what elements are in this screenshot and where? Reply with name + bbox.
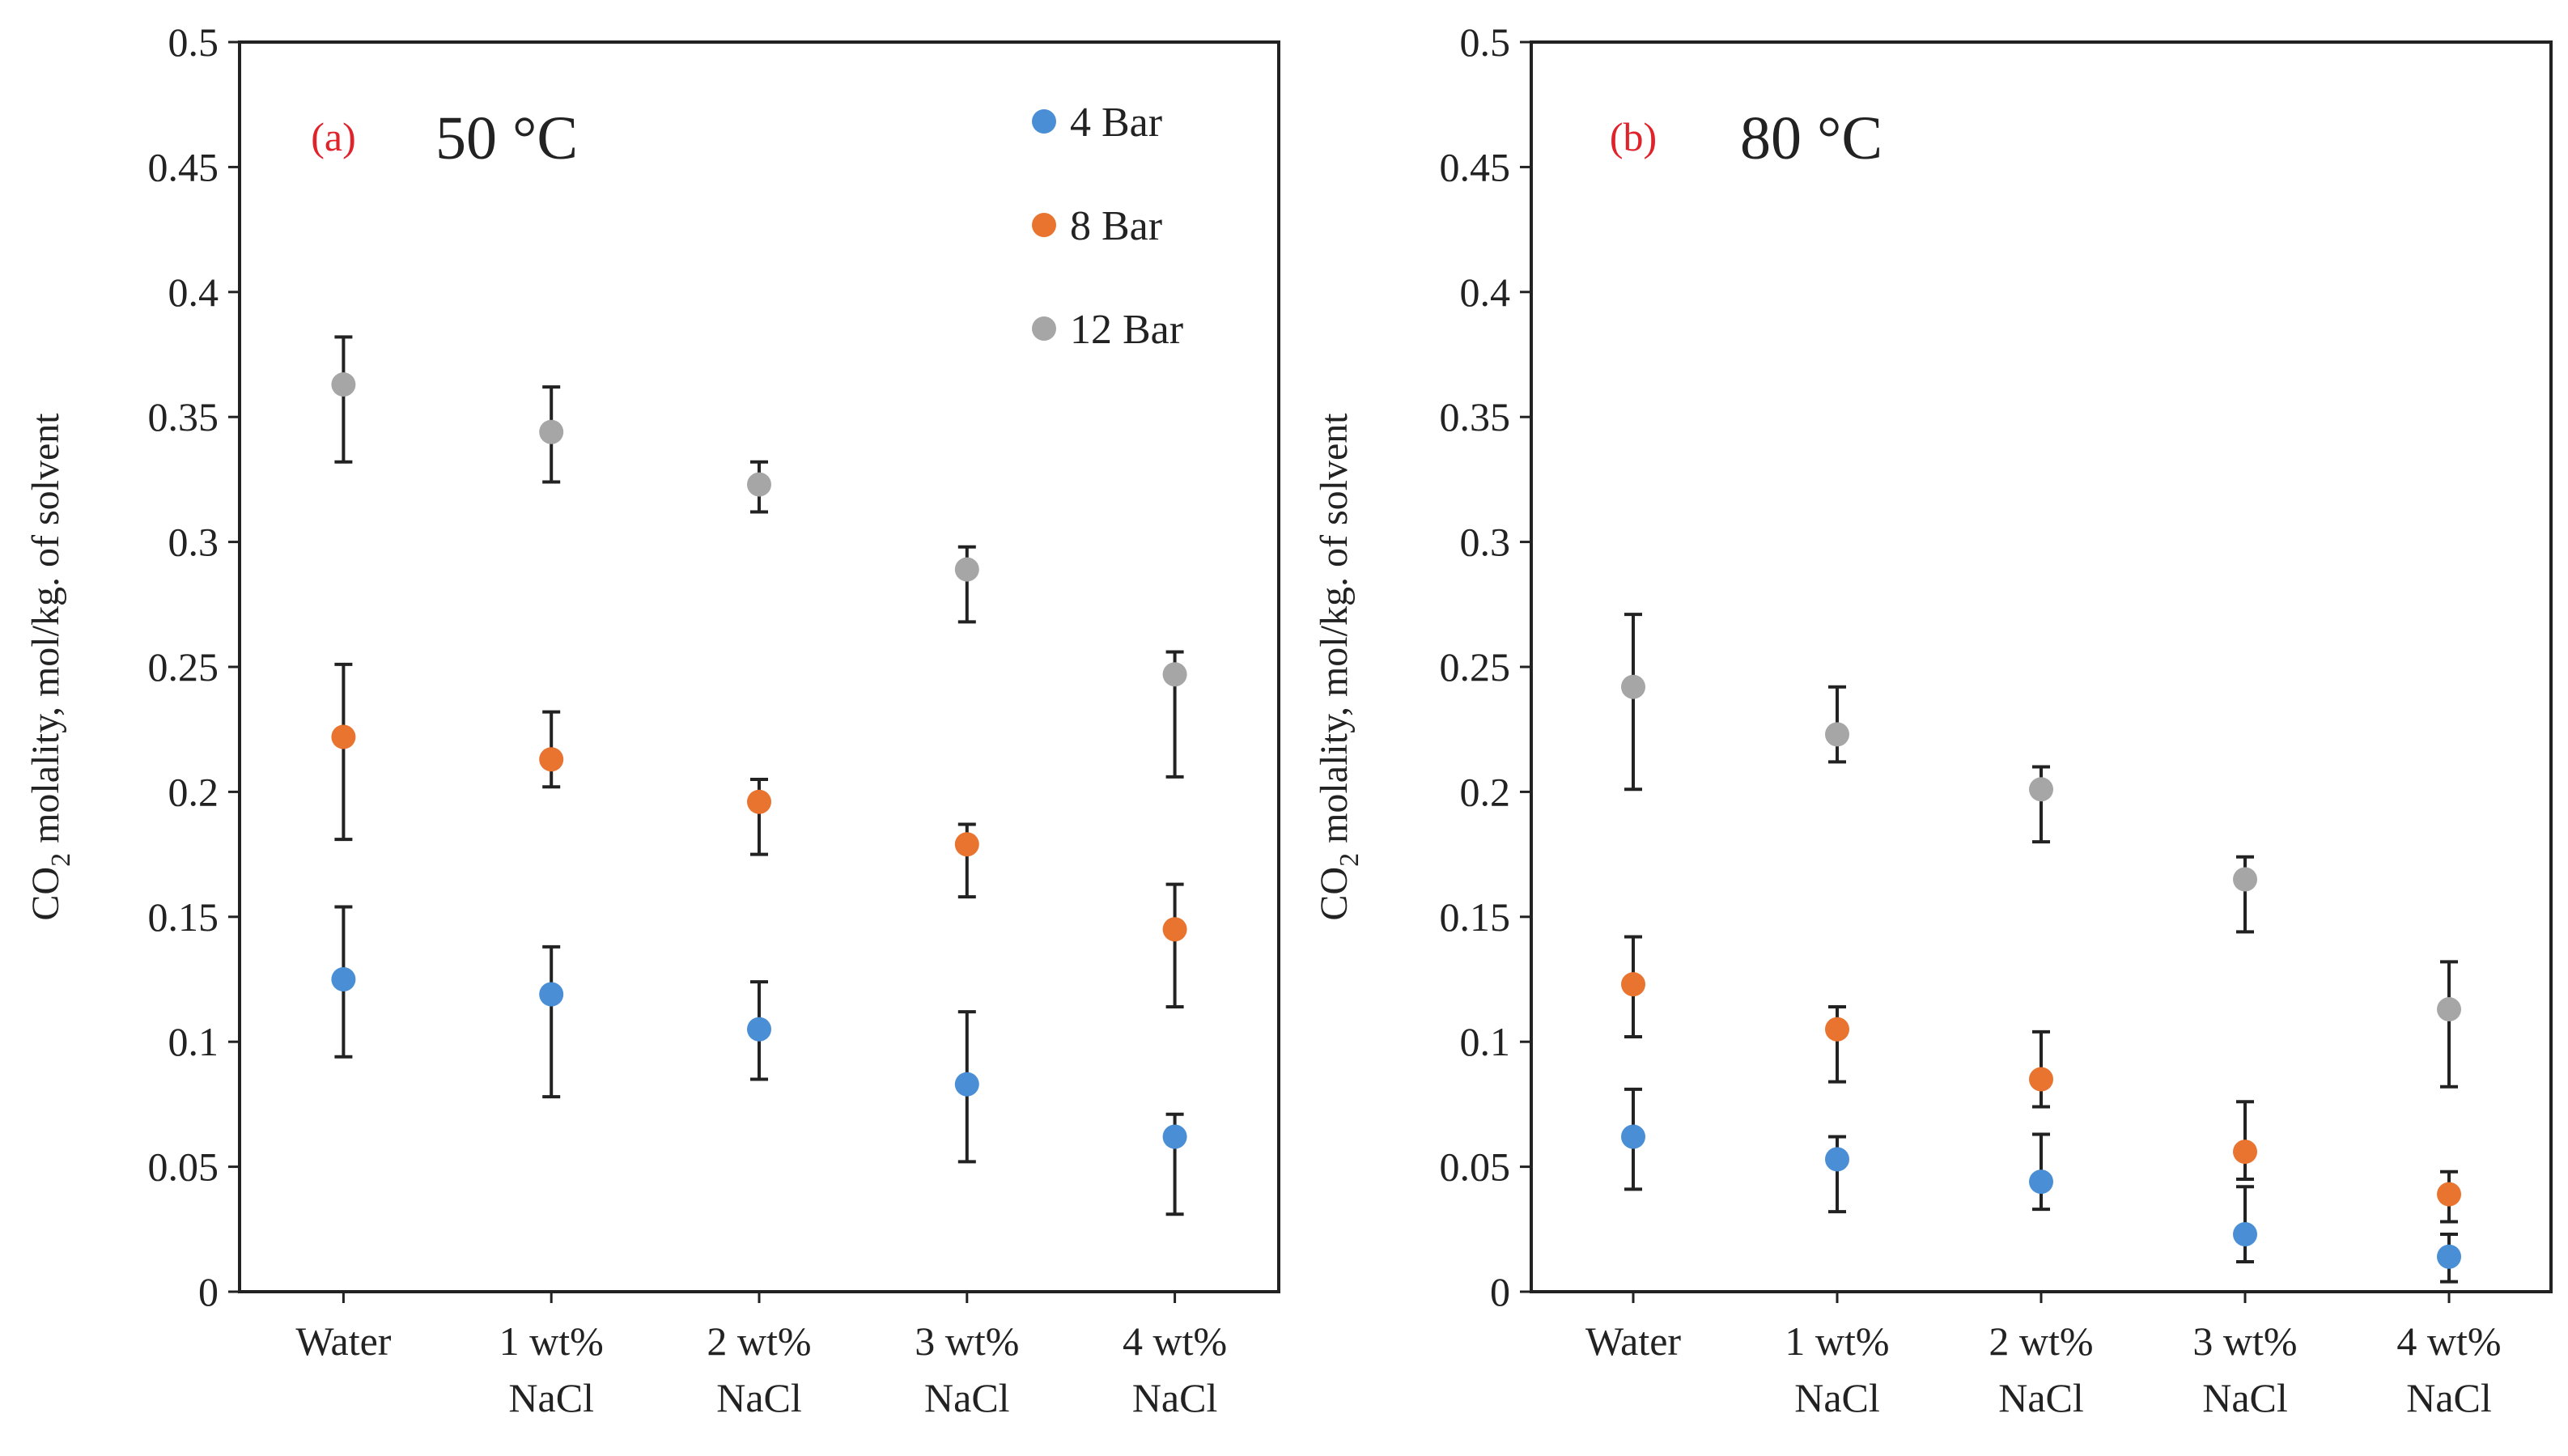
data-point-8-bar [331,724,356,749]
data-point-12-bar [1621,674,1645,699]
y-tick-label: 0.25 [1440,644,1511,690]
y-axis-label-main: CO [24,867,67,921]
x-tick-label: NaCl [716,1375,802,1420]
x-tick-label: 4 wt% [1123,1318,1227,1364]
y-tick-label: 0.2 [168,769,219,814]
y-tick-label: 0.5 [1460,19,1511,65]
data-point-8-bar [954,832,979,857]
data-point-8-bar [747,789,771,814]
panel-b: 0 0.05 0.1 0.15 0.2 0.25 0.3 0.35 0.4 0.45 0.5 Wate… [1313,19,2553,1420]
y-axis-label-rest: molality, mol/kg. of solvent [24,413,67,853]
y-tick-label: 0 [1490,1269,1510,1314]
y-tick-label: 0.2 [1460,769,1511,814]
y-tick-label: 0.1 [1460,1019,1511,1064]
legend-label: 4 Bar [1070,100,1162,146]
legend-marker [1032,316,1056,341]
data-point-8-bar [1825,1017,1849,1042]
data-point-4-bar [1621,1124,1645,1149]
y-axis-label: CO2 molality, mol/kg. of solvent [1313,413,1365,921]
x-tick-label: 1 wt% [499,1318,604,1364]
legend-marker [1032,109,1056,134]
x-tick-label: Water [1585,1318,1681,1364]
data-point-4-bar [2029,1169,2053,1195]
y-tick-label: 0.05 [1440,1144,1511,1190]
x-tick-label: 2 wt% [707,1318,811,1364]
data-point-4-bar [539,982,564,1007]
y-axis-label-main: CO [1313,867,1356,921]
x-tick-label: 3 wt% [2192,1318,2297,1364]
y-axis-label-rest: molality, mol/kg. of solvent [1313,413,1356,853]
y-tick-label: 0.45 [148,144,219,189]
data-point-12-bar [2029,777,2053,802]
y-tick-label: 0.35 [1440,394,1511,439]
y-tick-label: 0.25 [148,644,219,690]
data-point-12-bar [1162,662,1187,687]
panel-tag: (a) [311,114,356,159]
y-tick-label: 0.15 [1440,894,1511,940]
data-point-4-bar [954,1072,979,1097]
data-point-8-bar [2029,1067,2053,1092]
y-axis-label: CO2 molality, mol/kg. of solvent [24,413,76,921]
data-point-8-bar [1162,917,1187,942]
data-point-4-bar [331,967,356,991]
panel-a: 0 0.05 0.1 0.15 0.2 0.25 0.3 0.35 0.4 0.45 0.5 Wate… [24,19,1280,1420]
data-point-8-bar [2233,1140,2257,1165]
x-tick-label: Water [295,1318,391,1364]
y-axis-label-subscript: 2 [1335,853,1365,867]
data-point-8-bar [2437,1182,2461,1207]
y-tick-label: 0.3 [168,520,219,565]
x-tick-label: NaCl [508,1375,594,1420]
legend: 4 Bar 8 Bar 12 Bar [1032,100,1183,353]
y-tick-label: 0.45 [1440,144,1511,189]
data-point-4-bar [2437,1244,2461,1269]
data-point-4-bar [2233,1221,2257,1246]
x-tick-label: NaCl [2202,1375,2288,1420]
panel-temperature: 50 °C [435,104,578,172]
data-point-4-bar [747,1017,771,1042]
legend-label: 8 Bar [1070,203,1162,249]
data-point-12-bar [331,372,356,397]
y-tick-label: 0 [198,1269,219,1314]
data-point-4-bar [1825,1147,1849,1172]
data-point-8-bar [1621,972,1645,997]
panel-tag: (b) [1610,114,1657,159]
y-axis-label-subscript: 2 [46,853,76,867]
data-point-12-bar [2233,867,2257,892]
y-tick-label: 0.5 [168,19,219,65]
data-point-8-bar [539,747,564,772]
x-tick-label: NaCl [924,1375,1010,1420]
legend-marker [1032,213,1056,237]
y-tick-label: 0.4 [1460,270,1511,315]
y-tick-label: 0.3 [1460,520,1511,565]
y-tick-label: 0.35 [148,394,219,439]
x-tick-label: 2 wt% [1989,1318,2093,1364]
y-tick-label: 0.1 [168,1019,219,1064]
x-tick-label: 4 wt% [2396,1318,2501,1364]
x-tick-label: NaCl [1794,1375,1880,1420]
x-tick-label: NaCl [2406,1375,2492,1420]
data-point-4-bar [1162,1124,1187,1149]
y-tick-label: 0.15 [148,894,219,940]
data-point-12-bar [1825,722,1849,747]
legend-label: 12 Bar [1070,307,1183,353]
data-point-12-bar [539,419,564,444]
x-tick-label: 3 wt% [915,1318,1019,1364]
y-tick-label: 0.05 [148,1144,219,1190]
y-tick-label: 0.4 [168,270,219,315]
x-tick-label: 1 wt% [1785,1318,1889,1364]
x-tick-label: NaCl [1132,1375,1218,1420]
data-point-12-bar [2437,997,2461,1022]
x-tick-label: NaCl [1998,1375,2084,1420]
data-point-12-bar [747,472,771,497]
panel-temperature: 80 °C [1740,104,1882,172]
data-point-12-bar [954,557,979,582]
